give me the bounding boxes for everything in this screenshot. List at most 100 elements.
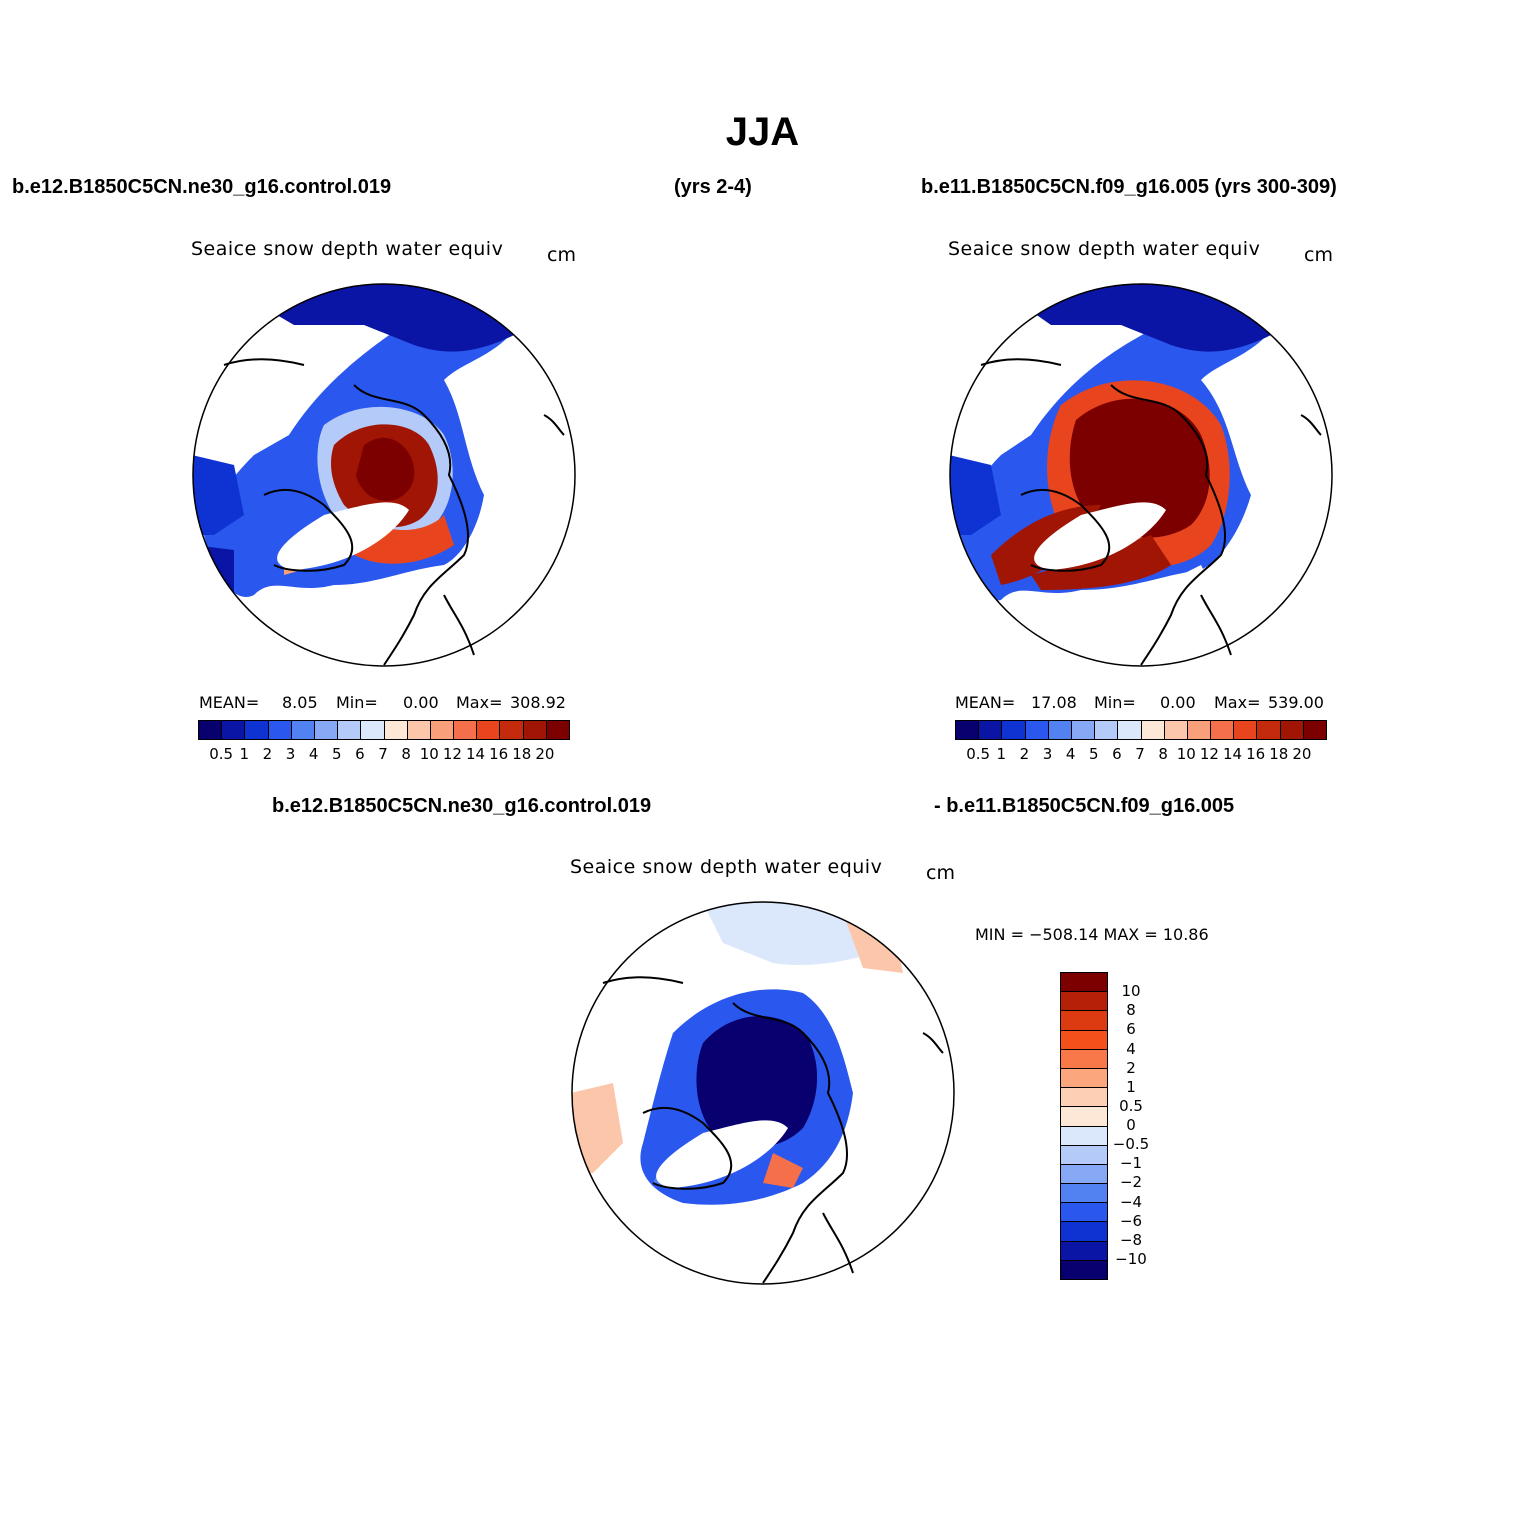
colorbar-swatch xyxy=(314,721,339,739)
colorbar-tick-label: 6 xyxy=(1126,1020,1136,1039)
colorbar-swatch xyxy=(1061,1049,1107,1069)
panel2-max-label: Max= xyxy=(1214,693,1261,712)
colorbar-tick-label: 4 xyxy=(308,745,319,763)
panel1-min-value: 0.00 xyxy=(403,693,439,712)
colorbar-swatch xyxy=(1234,721,1258,739)
colorbar-tick-label: 0.5 xyxy=(1119,1096,1143,1115)
colorbar-tick-label: 6 xyxy=(355,745,365,763)
colorbar-tick-label: 3 xyxy=(1042,745,1053,763)
colorbar-swatch xyxy=(956,721,980,739)
panel2-subtitle: Seaice snow depth water equiv xyxy=(948,238,1261,260)
panel3-subtitle: Seaice snow depth water equiv xyxy=(570,856,883,878)
colorbar-swatch xyxy=(430,721,455,739)
colorbar-swatch xyxy=(1061,992,1107,1012)
panel1-subtitle: Seaice snow depth water equiv xyxy=(191,238,504,260)
colorbar-swatch xyxy=(384,721,408,739)
panel3-case-b: - b.e11.B1850C5CN.f09_g16.005 xyxy=(934,795,1235,817)
colorbar-swatch xyxy=(1048,721,1072,739)
colorbar-tick-label: 10 xyxy=(1176,745,1196,763)
colorbar-tick-label: 8 xyxy=(1158,745,1168,763)
panel2-min-label: Min= xyxy=(1094,693,1136,712)
colorbar-tick-label: 12 xyxy=(442,745,462,763)
colorbar-tick-label: 12 xyxy=(1199,745,1219,763)
colorbar-tick-label: −4 xyxy=(1119,1192,1143,1211)
colorbar-swatch xyxy=(1061,1126,1107,1146)
colorbar-swatch xyxy=(1061,973,1107,993)
colorbar-tick-label: −6 xyxy=(1119,1211,1143,1230)
colorbar-swatch xyxy=(1061,1260,1107,1279)
panel1-min-label: Min= xyxy=(336,693,378,712)
colorbar-tick-label: 10 xyxy=(419,745,439,763)
colorbar-swatch xyxy=(1061,1222,1107,1242)
colorbar-swatch xyxy=(199,721,223,739)
colorbar-tick-label: 16 xyxy=(1246,745,1266,763)
colorbar-tick-label: 18 xyxy=(1269,745,1289,763)
panel2-case-name: b.e11.B1850C5CN.f09_g16.005 (yrs 300-309… xyxy=(921,176,1337,198)
colorbar-tick-label: 10 xyxy=(1121,982,1141,1001)
panel3-polar-map xyxy=(571,901,955,1285)
panel2-mean-label: MEAN= xyxy=(955,693,1016,712)
colorbar-swatch xyxy=(1061,1107,1107,1127)
panel1-case-name: b.e12.B1850C5CN.ne30_g16.control.019 xyxy=(12,176,392,198)
colorbar-tick-label: 2 xyxy=(1019,745,1030,763)
colorbar-swatch xyxy=(245,721,269,739)
panel1-years: (yrs 2-4) xyxy=(674,176,752,198)
colorbar-swatch xyxy=(407,721,431,739)
colorbar-tick-label: −0.5 xyxy=(1112,1135,1150,1154)
panel2-min-value: 0.00 xyxy=(1160,693,1196,712)
colorbar-swatch xyxy=(361,721,385,739)
panel1-colorbar xyxy=(198,720,570,740)
colorbar-swatch xyxy=(222,721,246,739)
panel1-mean-label: MEAN= xyxy=(199,693,260,712)
colorbar-swatch xyxy=(1141,721,1165,739)
colorbar-swatch xyxy=(1061,1068,1107,1089)
colorbar-swatch xyxy=(454,721,478,739)
colorbar-swatch xyxy=(1061,1241,1107,1261)
colorbar-swatch xyxy=(1061,1203,1107,1223)
colorbar-tick-label: 20 xyxy=(535,745,555,763)
colorbar-swatch xyxy=(1061,1030,1107,1050)
colorbar-swatch xyxy=(1211,721,1235,739)
colorbar-tick-label: 0.5 xyxy=(966,745,991,763)
colorbar-tick-label: 1 xyxy=(239,745,250,763)
colorbar-tick-label: 2 xyxy=(262,745,273,763)
colorbar-swatch xyxy=(1061,1164,1107,1185)
panel3-case-a: b.e12.B1850C5CN.ne30_g16.control.019 xyxy=(272,795,652,817)
colorbar-tick-label: 14 xyxy=(1222,745,1243,763)
colorbar-tick-label: 4 xyxy=(1126,1039,1136,1058)
colorbar-tick-label: 5 xyxy=(1088,745,1099,763)
colorbar-tick-label: 8 xyxy=(1126,1001,1136,1020)
colorbar-tick-label: 3 xyxy=(285,745,296,763)
colorbar-tick-label: 6 xyxy=(1112,745,1122,763)
colorbar-tick-label: 18 xyxy=(512,745,532,763)
colorbar-swatch xyxy=(523,721,547,739)
colorbar-tick-label: 0 xyxy=(1126,1116,1136,1134)
colorbar-swatch xyxy=(1061,1011,1107,1031)
panel1-max-label: Max= xyxy=(456,693,503,712)
panel2-units: cm xyxy=(1304,244,1333,266)
colorbar-swatch xyxy=(1071,721,1096,739)
colorbar-tick-label: 5 xyxy=(331,745,342,763)
colorbar-tick-label: 20 xyxy=(1292,745,1312,763)
colorbar-swatch xyxy=(291,721,315,739)
colorbar-swatch xyxy=(1280,721,1304,739)
panel2-colorbar xyxy=(955,720,1327,740)
panel1-polar-map xyxy=(192,283,576,667)
colorbar-tick-label: 4 xyxy=(1065,745,1076,763)
panel3-min-max: MIN = −508.14 MAX = 10.86 xyxy=(975,925,1209,944)
panel3-units: cm xyxy=(926,862,955,884)
panel1-units: cm xyxy=(547,244,576,266)
colorbar-swatch xyxy=(1187,721,1212,739)
colorbar-swatch xyxy=(477,721,501,739)
colorbar-swatch xyxy=(1061,1088,1107,1108)
colorbar-tick-label: −8 xyxy=(1119,1230,1143,1249)
colorbar-swatch xyxy=(338,721,362,739)
colorbar-swatch xyxy=(1095,721,1119,739)
colorbar-tick-label: 14 xyxy=(465,745,486,763)
panel1-max-value: 308.92 xyxy=(510,693,566,712)
colorbar-swatch xyxy=(1164,721,1188,739)
colorbar-swatch xyxy=(1118,721,1142,739)
colorbar-tick-label: −10 xyxy=(1115,1249,1147,1268)
panel2-mean-value: 17.08 xyxy=(1031,693,1077,712)
colorbar-tick-label: 0.5 xyxy=(209,745,234,763)
